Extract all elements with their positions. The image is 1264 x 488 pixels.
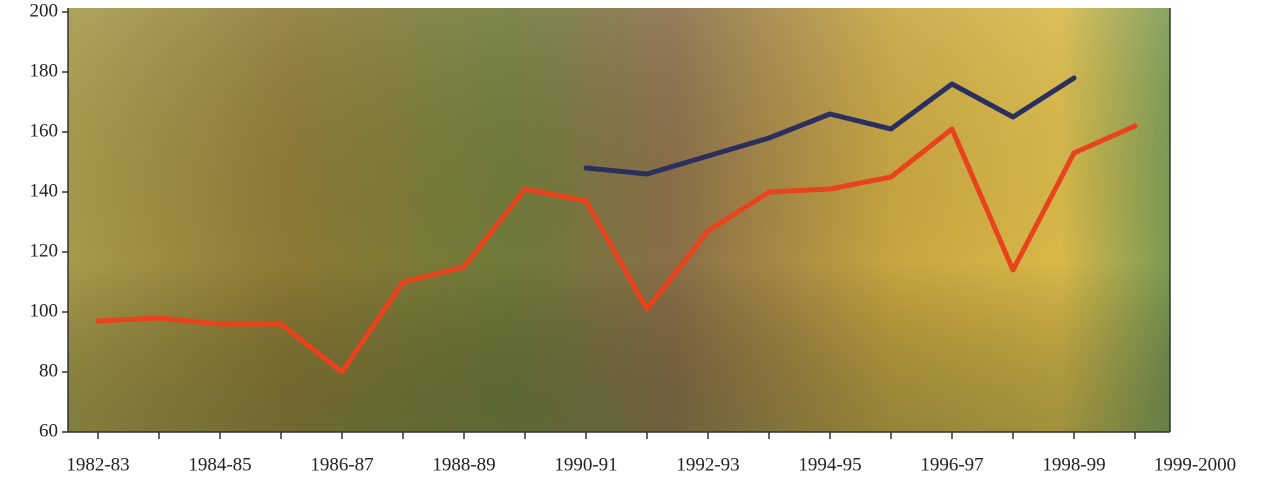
series-line <box>583 75 1077 177</box>
y-tick-label: 80 <box>39 360 58 381</box>
x-tick-label: 1992-93 <box>676 454 739 475</box>
y-tick-label: 100 <box>30 300 59 321</box>
x-tick-label: 1990-91 <box>554 454 617 475</box>
x-tick-label: 1999-2000 <box>1154 454 1236 475</box>
y-tick-label: 200 <box>30 0 59 21</box>
y-tick-label: 180 <box>30 60 59 81</box>
x-tick-label: 1994-95 <box>798 454 861 475</box>
x-tick-label: 1984-85 <box>188 454 251 475</box>
series-line <box>95 123 1138 375</box>
x-tick-label: 1986-87 <box>310 454 373 475</box>
x-tick-label: 1998-99 <box>1042 454 1105 475</box>
y-tick-label: 160 <box>30 120 59 141</box>
x-tick-label: 1988-89 <box>432 454 495 475</box>
y-tick-label: 120 <box>30 240 59 261</box>
x-tick-label: 1982-83 <box>66 454 129 475</box>
x-tick-label: 1996-97 <box>920 454 983 475</box>
background-shade <box>68 8 1170 432</box>
y-tick-label: 60 <box>39 420 58 441</box>
y-tick-label: 140 <box>30 180 59 201</box>
